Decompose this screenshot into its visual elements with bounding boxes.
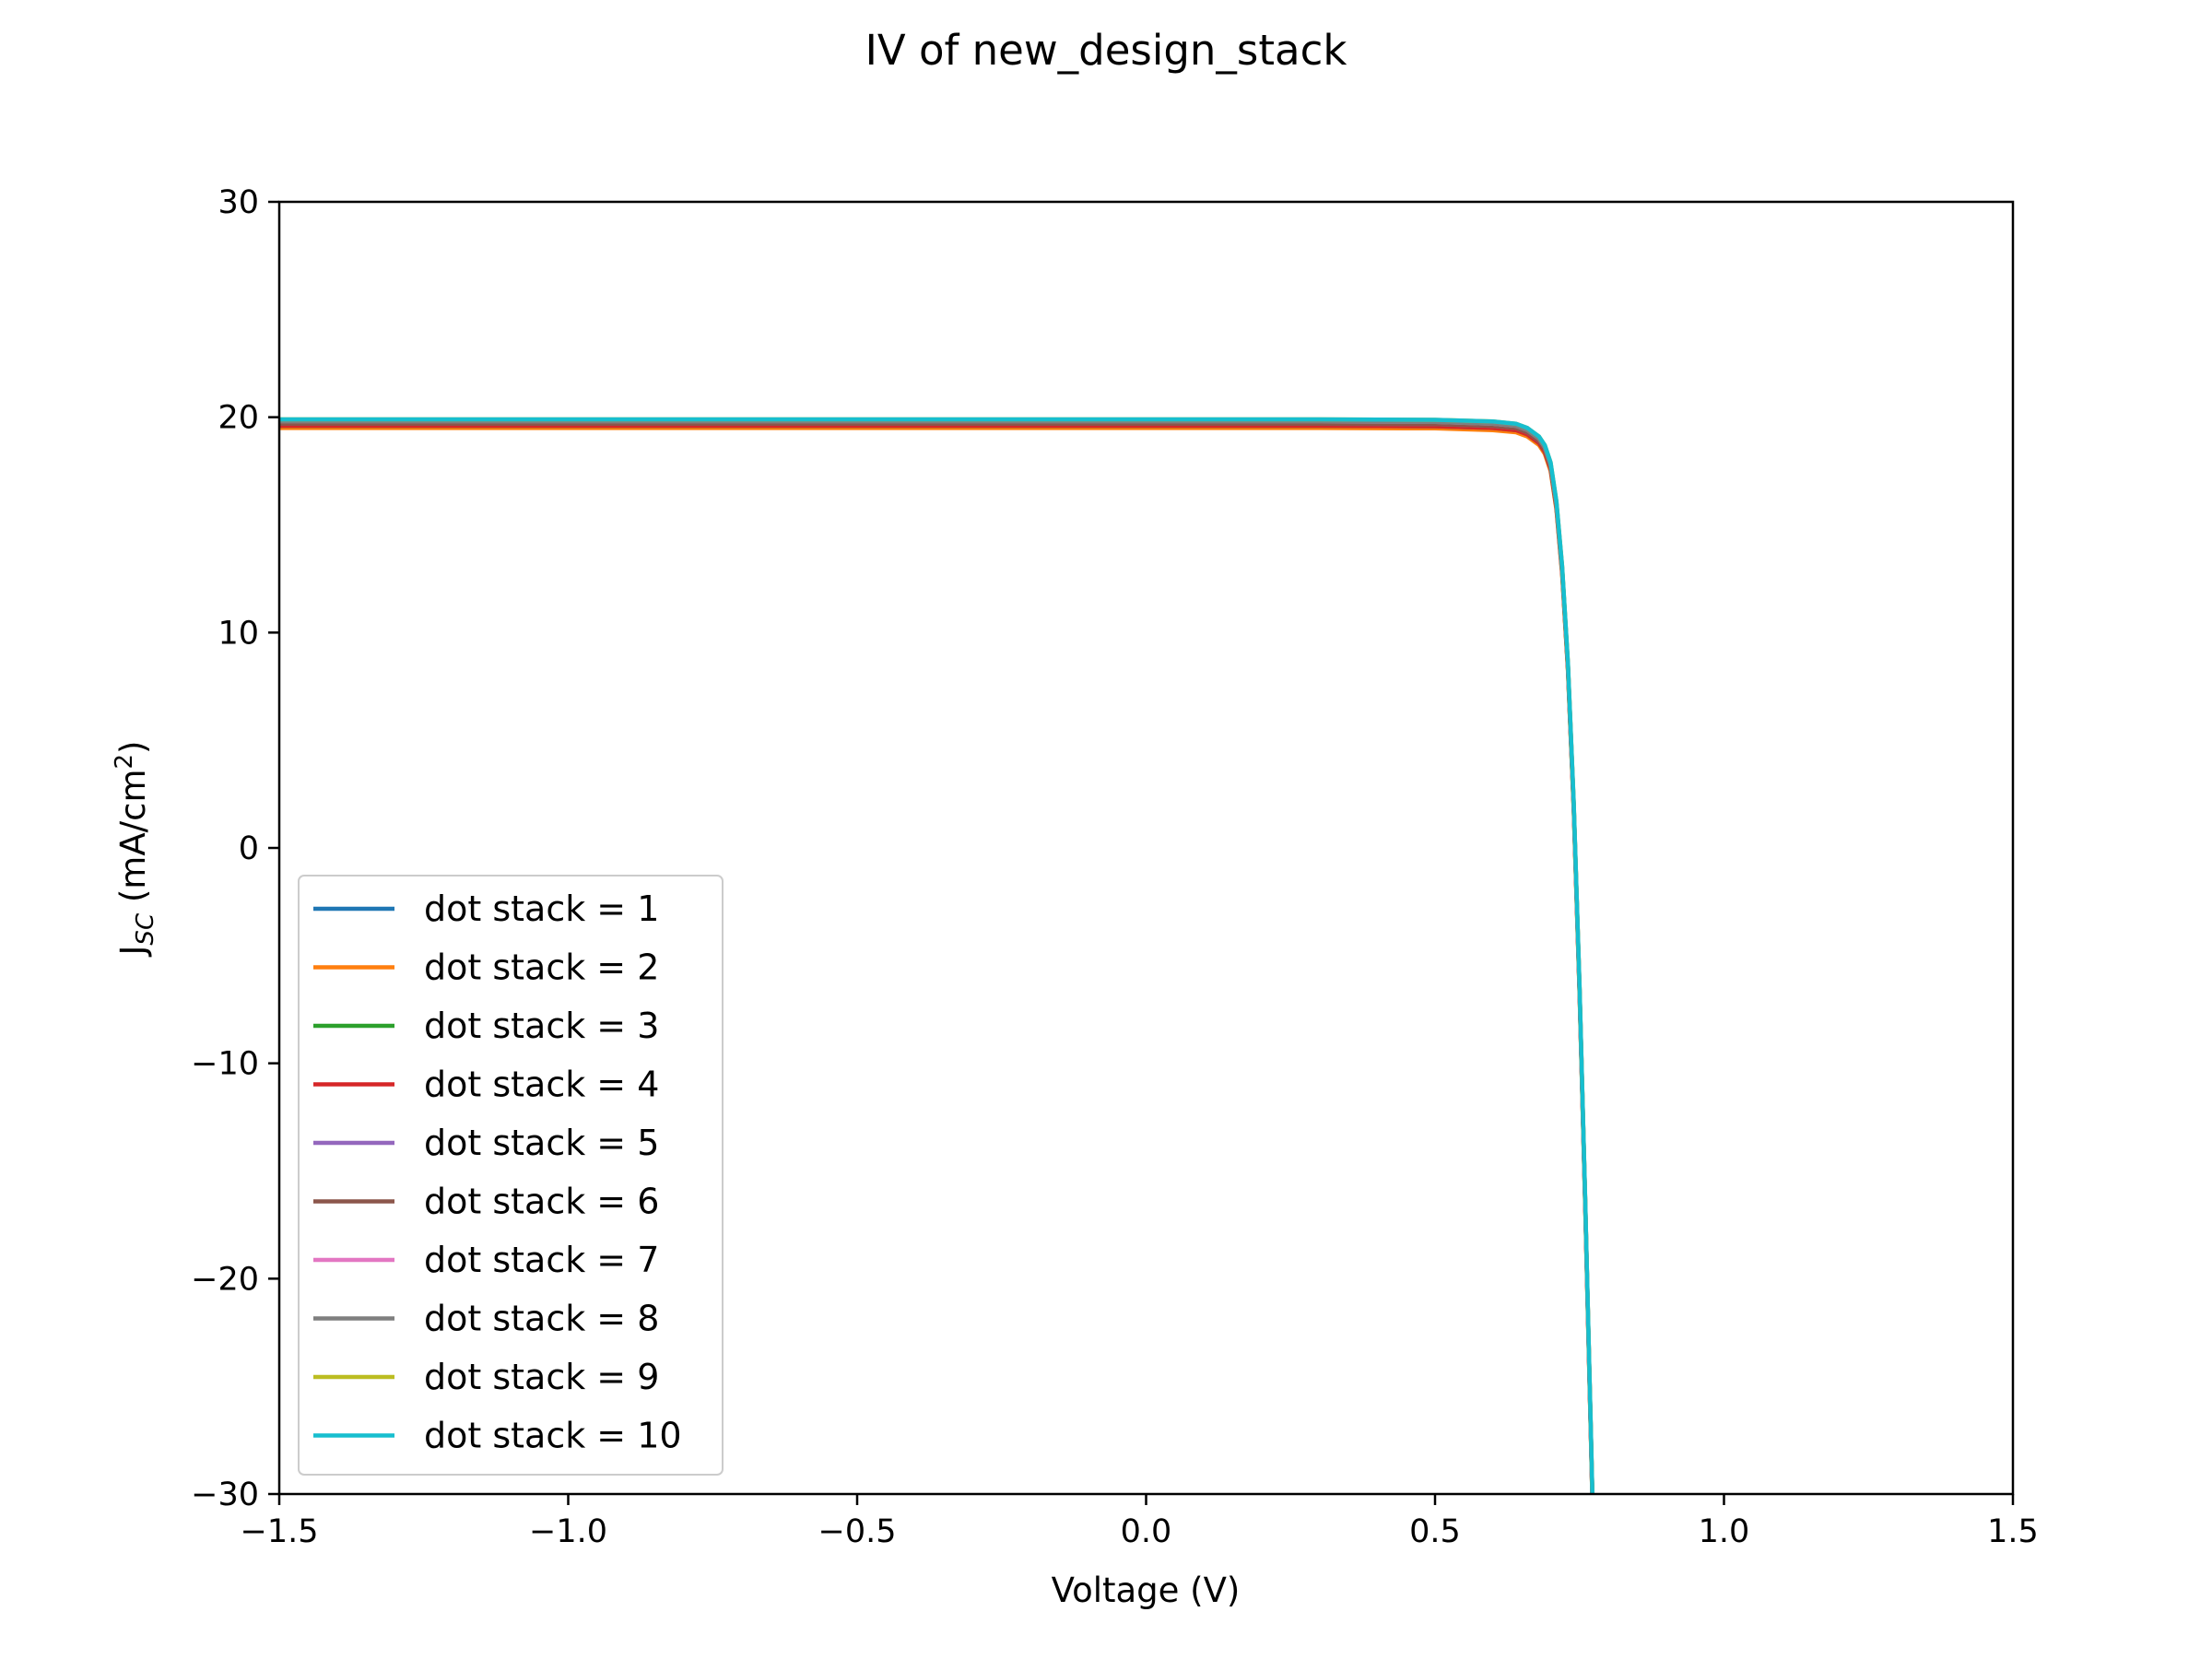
legend-label-10: dot stack = 10 xyxy=(424,1416,682,1456)
y-tick-label: 0 xyxy=(239,830,259,867)
chart-title: IV of new_design_stack xyxy=(865,26,1347,75)
series-line-10 xyxy=(279,417,1594,1494)
x-tick-label: 0.0 xyxy=(1121,1513,1172,1550)
legend-label-5: dot stack = 5 xyxy=(424,1123,659,1163)
y-tick-label: −10 xyxy=(191,1046,259,1083)
legend-label-7: dot stack = 7 xyxy=(424,1240,659,1280)
legend-label-9: dot stack = 9 xyxy=(424,1357,659,1397)
x-tick-label: −1.0 xyxy=(529,1513,607,1550)
x-axis-label: Voltage (V) xyxy=(1052,1571,1241,1610)
y-axis-label-unit: (mA/cm xyxy=(113,769,153,912)
x-tick-label: 1.0 xyxy=(1699,1513,1750,1550)
y-tick-label: −20 xyxy=(191,1261,259,1298)
legend-entries: dot stack = 1 dot stack = 2 dot stack = 3 d… xyxy=(313,888,682,1456)
series-layer xyxy=(279,417,1594,1494)
y-axis-label-unit-close: ) xyxy=(113,741,153,754)
x-tick-label: 1.5 xyxy=(1987,1513,2039,1550)
legend-box xyxy=(298,875,724,1476)
y-tick-label: 20 xyxy=(218,400,259,437)
x-tick-label: −1.5 xyxy=(241,1513,319,1550)
y-axis-label: JSC (mA/cm2) xyxy=(111,741,159,958)
legend: dot stack = 1 dot stack = 2 dot stack = 3 d… xyxy=(298,875,724,1476)
y-tick-label: −30 xyxy=(191,1477,259,1513)
y-axis-label-main: J xyxy=(113,946,153,958)
y-axis-ticks: −30 −20 −10 0 10 20 30 xyxy=(191,184,279,1513)
y-axis-label-superscript: 2 xyxy=(111,754,138,770)
y-tick-label: 30 xyxy=(218,184,259,221)
x-tick-label: 0.5 xyxy=(1409,1513,1461,1550)
legend-label-8: dot stack = 8 xyxy=(424,1299,659,1339)
x-tick-label: −0.5 xyxy=(818,1513,897,1550)
legend-label-4: dot stack = 4 xyxy=(424,1065,659,1105)
y-axis-label-subscript: SC xyxy=(132,912,159,946)
legend-label-2: dot stack = 2 xyxy=(424,947,659,988)
legend-label-3: dot stack = 3 xyxy=(424,1006,659,1046)
y-tick-label: 10 xyxy=(218,615,259,652)
legend-label-6: dot stack = 6 xyxy=(424,1182,659,1222)
x-axis-ticks: −1.5 −1.0 −0.5 0.0 0.5 1.0 1.5 xyxy=(241,1494,2039,1550)
legend-label-1: dot stack = 1 xyxy=(424,888,659,929)
